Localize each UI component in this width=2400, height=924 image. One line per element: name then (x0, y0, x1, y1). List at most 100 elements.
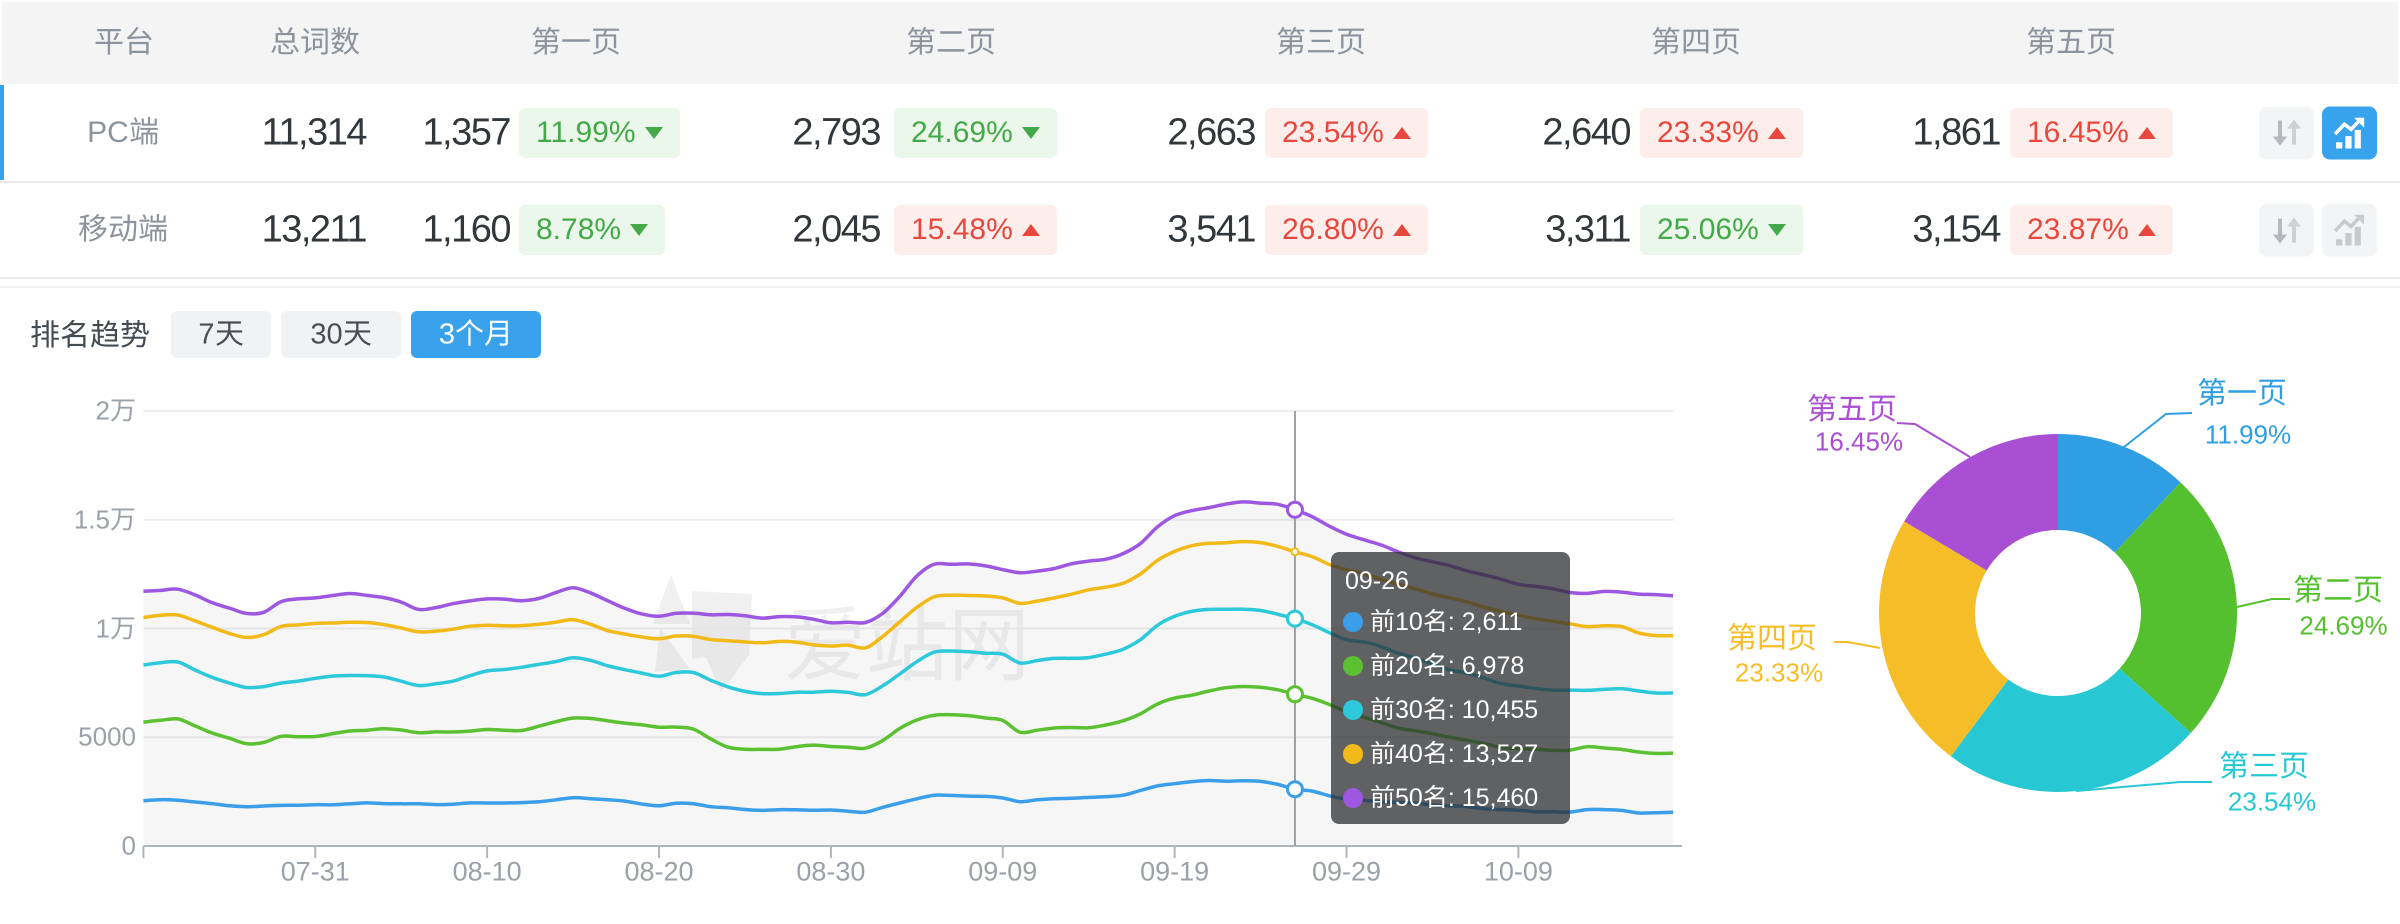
donut-label-connector (1834, 641, 1881, 649)
range-tab-0[interactable]: 7 (171, 311, 271, 358)
cjk-glyph (127, 26, 152, 55)
page3-change-badge: 26.80% (1265, 205, 1428, 255)
sort-button[interactable] (2259, 203, 2314, 257)
change-percent: 15.48% (911, 213, 1013, 246)
page2-count: 2,793 (792, 111, 881, 153)
x-axis-label: 08-30 (796, 856, 866, 887)
trend-direction-triangle-icon (1021, 224, 1040, 236)
table-row-mobile[interactable]: 13,211 1,160 8.78% 2,045 15.48% 3,541 26… (0, 183, 2400, 279)
range-tab-1[interactable]: 30 (281, 311, 401, 358)
panel-separator (0, 286, 2400, 288)
x-axis-label: 07-31 (280, 856, 350, 887)
page2-count: 2,045 (792, 208, 881, 251)
cjk-glyph (1683, 29, 1709, 54)
change-percent: 8.78% (536, 213, 622, 246)
cjk-glyph (1371, 608, 1394, 632)
page3-change-badge: 23.54% (1265, 107, 1428, 158)
cjk-glyph (1423, 696, 1445, 720)
line-bar-chart-icon (2333, 214, 2365, 246)
col-header-1 (270, 26, 360, 60)
cjk-glyph (1728, 622, 1756, 651)
table-header-row (2, 2, 2398, 84)
table-row-pc[interactable]: PC 11,314 1,357 11.99% 2,793 24.69% 2,66… (0, 84, 2400, 183)
cjk-glyph (1277, 26, 1305, 55)
tooltip-date: 09-26 (1345, 567, 1409, 595)
cjk-glyph (937, 31, 965, 52)
donut-slice-第四页[interactable] (1879, 521, 2009, 757)
tooltip-series-text: 20: 6,978 (1370, 652, 1524, 681)
tooltip-series-item: 40: 13,527 (1343, 732, 1570, 776)
hover-marker (1290, 547, 1300, 557)
cjk-glyph (562, 39, 590, 42)
range-tab-2[interactable]: 3 (411, 311, 541, 358)
cjk-glyph (2227, 390, 2256, 393)
cjk-glyph (1423, 652, 1445, 676)
page1-change-badge: 11.99% (519, 107, 680, 158)
change-percent: 25.06% (1657, 213, 1759, 246)
col-header-6 (2026, 26, 2116, 60)
donut-slice-第一页[interactable] (2058, 434, 2181, 553)
x-axis-label: 09-09 (968, 856, 1038, 887)
cjk-glyph (2324, 578, 2352, 600)
trend-chart-button[interactable] (2322, 203, 2377, 257)
sort-arrows-icon (2272, 217, 2301, 243)
donut-slice-第三页[interactable] (1950, 668, 2191, 792)
cjk-glyph (2294, 574, 2322, 603)
tooltip-series-text: 40: 13,527 (1370, 740, 1538, 769)
donut-slice-第五页[interactable] (1904, 434, 2058, 571)
cjk-glyph (1307, 29, 1335, 53)
series-color-dot (1343, 656, 1363, 676)
cjk-glyph (2057, 29, 2085, 53)
platform-label: PC (87, 115, 159, 149)
tooltip-series-text: 30: 10,455 (1370, 696, 1538, 725)
cjk-glyph (1759, 625, 1785, 650)
series-color-dot (1343, 612, 1363, 632)
cjk-glyph (31, 319, 59, 348)
series-color-dot (1343, 700, 1363, 720)
col-header-4 (1276, 26, 1366, 60)
sort-button[interactable] (2259, 106, 2314, 159)
change-percent: 23.87% (2027, 213, 2129, 246)
cjk-glyph (2258, 379, 2285, 406)
hover-marker (1285, 780, 1304, 799)
donut-label-connector (2236, 598, 2290, 608)
tooltip-series-item: 20: 6,978 (1343, 644, 1570, 688)
cjk-glyph (592, 28, 620, 55)
tooltip-series-text: 50: 15,460 (1370, 784, 1538, 813)
sort-arrows-icon (2272, 119, 2301, 146)
cjk-glyph (110, 399, 135, 422)
page2-change-badge: 24.69% (894, 107, 1057, 158)
cjk-glyph (1808, 394, 1836, 423)
donut-slice-label (1727, 621, 1817, 655)
cjk-glyph (95, 29, 123, 55)
x-axis-label: 09-29 (1311, 856, 1382, 887)
change-percent: 11.99% (536, 115, 636, 149)
col-header-0 (94, 26, 154, 60)
donut-slice-percent: 23.33% (1734, 657, 1824, 688)
page1-count: 1,160 (422, 208, 511, 251)
cjk-glyph (967, 28, 995, 55)
donut-slice-percent: 23.54% (2227, 786, 2317, 817)
cjk-glyph (1788, 624, 1816, 651)
cjk-glyph (1868, 396, 1896, 423)
trend-chart-button[interactable] (2322, 106, 2377, 159)
hover-marker (1285, 609, 1304, 628)
page5-change-badge: 23.87% (2010, 205, 2173, 255)
page1-change-badge: 8.78% (519, 205, 666, 255)
page5-count: 3,154 (1912, 208, 2001, 251)
cjk-glyph (2197, 377, 2225, 406)
hover-marker (1285, 500, 1304, 519)
y-axis-label: 2 (96, 396, 136, 427)
x-axis-label: 08-10 (452, 856, 522, 887)
col-header-2 (531, 26, 621, 60)
trend-direction-triangle-icon (1392, 126, 1411, 139)
donut-slice-第二页[interactable] (2114, 482, 2238, 733)
cjk-glyph (109, 214, 137, 242)
change-percent: 24.69% (911, 115, 1013, 149)
trend-direction-triangle-icon (1392, 224, 1411, 236)
cjk-glyph (90, 319, 120, 348)
cjk-glyph (1371, 784, 1394, 808)
trend-direction-triangle-icon (1021, 126, 1040, 139)
trend-section-title (30, 319, 150, 353)
donut-slice-label (2219, 750, 2309, 784)
